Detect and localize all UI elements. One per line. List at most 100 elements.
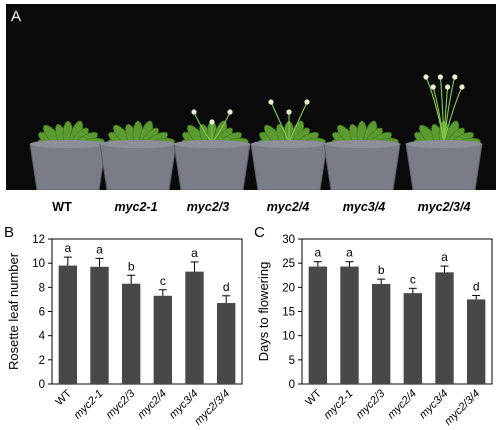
y-axis-label: Rosette leaf number [6,252,21,370]
panel-a-letter: A [11,8,22,25]
stem [432,86,445,143]
x-tick-label: myc2/3/4 [442,388,482,428]
pot [173,143,251,190]
significance-letter: a [64,241,71,255]
genotype-label: myc2-1 [114,200,158,214]
bar [216,303,236,384]
stem [439,76,445,143]
flower [430,84,436,90]
plant-pot [29,120,107,190]
genotype-label: myc3/4 [342,200,386,214]
pot [99,143,177,190]
flower [423,74,429,80]
plant-pot [323,120,401,190]
y-tick-label: 0 [39,379,45,391]
plot-frame [51,238,243,385]
stem [443,76,456,143]
flower [304,99,310,105]
flower [286,109,292,115]
genotype-label: myc2/4 [266,200,310,214]
inflorescence [423,74,465,143]
pot-rim [30,140,106,148]
stem [288,101,308,143]
significance-letter: c [160,274,166,288]
bar [308,266,328,384]
flower [452,74,458,80]
stem [270,101,290,143]
panel-letter: B [4,225,14,241]
x-tick-label: WT [53,387,74,408]
y-tick-label: 12 [32,234,45,246]
pot-rim [324,140,400,148]
x-tick-label: myc2/3 [354,387,388,421]
genotype-label: myc2/3 [186,200,230,214]
x-tick-label: WT [303,387,324,408]
pot-rim [406,140,482,148]
pot-rim [100,140,176,148]
significance-letter: b [378,263,385,277]
x-tick-label: myc2-1 [72,388,106,422]
panel-letter: C [254,225,265,241]
plant-photo-drawing [29,74,483,190]
y-tick-label: 10 [282,331,295,343]
genotype-label: myc2/3/4 [417,200,471,214]
bar [90,266,109,384]
bar [185,271,204,384]
stem [443,86,463,143]
significance-letter: a [96,242,103,256]
significance-letter: b [128,259,135,273]
x-tick-label: myc2/4 [135,388,169,422]
pot-rim [174,140,250,148]
rosette-leaf-chart: B Rosette leaf number 0 2 4 6 8 10 12 a WT a myc2-1 b… [4,225,243,428]
y-tick-label: 8 [39,282,45,294]
plant-pot [99,120,177,190]
x-tick-label: myc2/3/4 [192,388,232,428]
bar [403,293,423,384]
x-tick-label: myc2-1 [322,388,356,422]
y-tick-label: 5 [289,355,295,367]
plant-photo [6,4,496,190]
y-axis-label: Days to flowering [256,262,271,362]
significance-letter: c [410,272,416,286]
pot [405,143,483,190]
significance-letter: d [473,280,480,294]
x-tick-label: myc2/3 [104,387,138,421]
y-tick-label: 30 [282,234,295,246]
pot [323,143,401,190]
genotype-label: WT [52,200,72,214]
plant-pot [250,99,328,190]
flower [459,84,465,90]
y-tick-label: 6 [39,307,45,319]
pot-rim [251,140,327,148]
y-tick-label: 0 [289,379,295,391]
plot-frame [301,238,493,385]
significance-letter: d [223,280,230,294]
bar [340,266,359,384]
flower [209,119,215,125]
plant-pot [173,109,251,190]
x-tick-label: myc2/4 [385,388,419,422]
bar [435,272,454,384]
bar [371,283,391,384]
significance-letter: a [191,246,198,260]
bar [58,265,78,384]
y-tick-label: 10 [32,258,45,270]
bar [466,299,486,384]
significance-letter: a [346,246,353,260]
y-tick-label: 4 [39,331,46,343]
pot [29,143,107,190]
plant-pot [405,74,483,190]
bar [121,283,141,384]
y-tick-label: 2 [39,355,45,367]
pot [250,143,328,190]
bar [153,295,173,384]
significance-letter: a [441,250,448,264]
flower [445,84,451,90]
days-to-flowering-chart: C Days to flowering 0 5 10 15 20 25 30 a WT a myc2-1… [254,225,493,428]
y-tick-label: 25 [282,258,295,270]
significance-letter: a [314,246,321,260]
flower [268,99,274,105]
flower [437,74,443,80]
y-tick-label: 20 [282,282,295,294]
flower [191,109,197,115]
